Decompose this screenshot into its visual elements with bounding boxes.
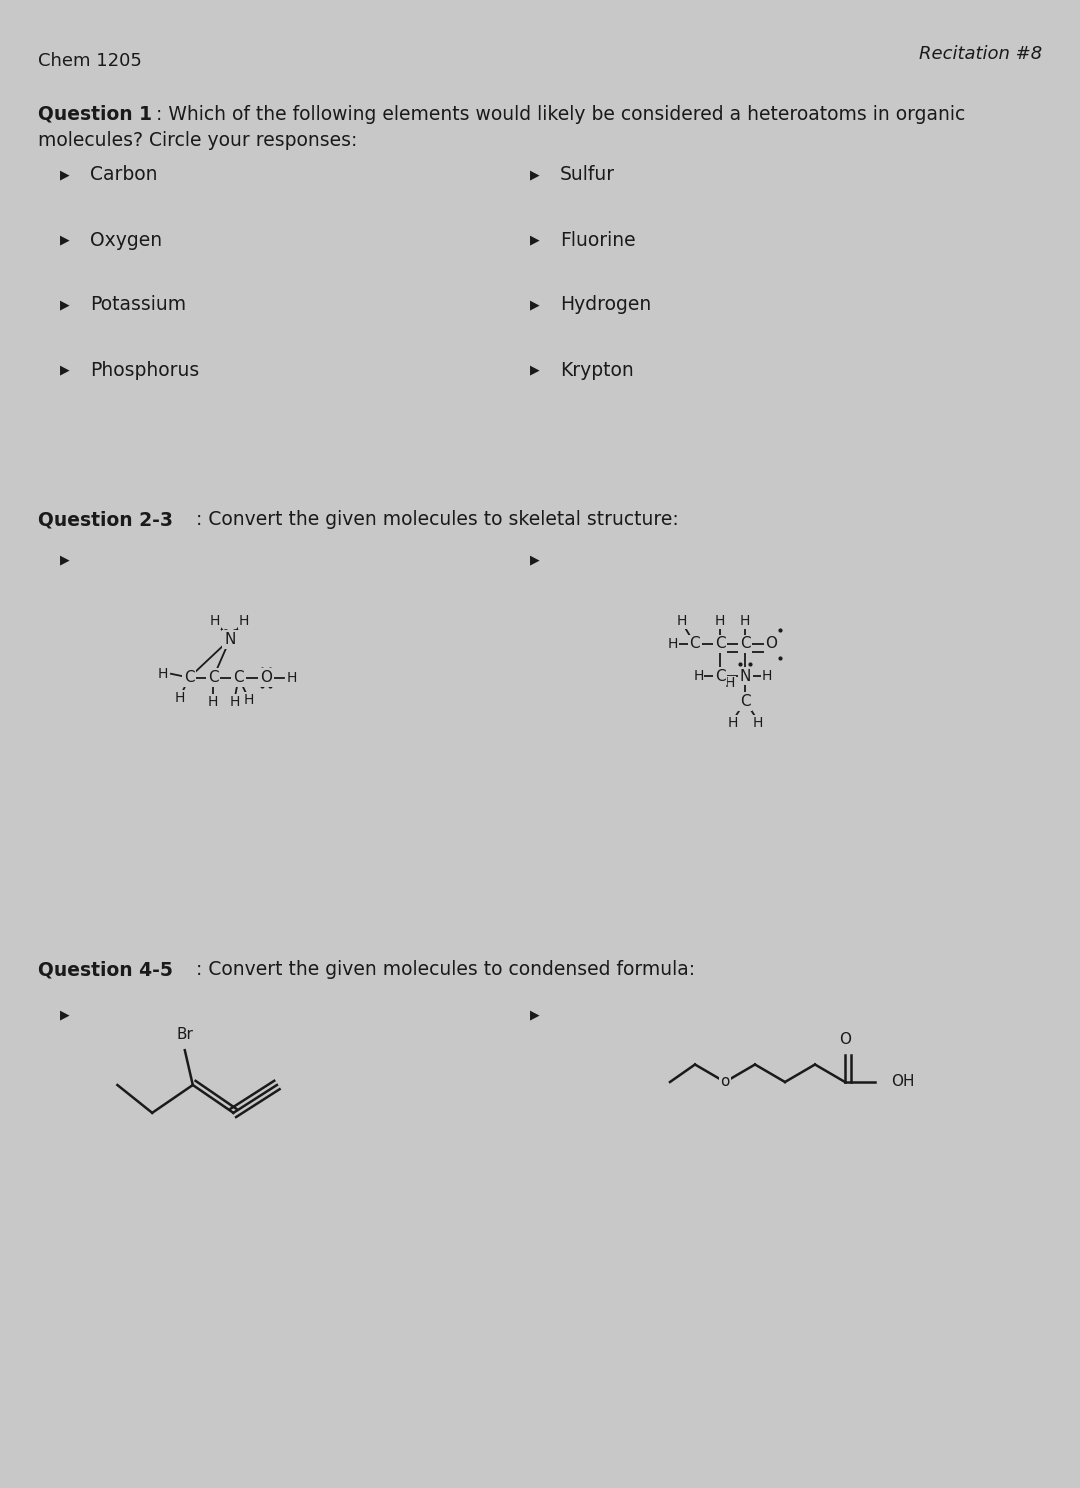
Text: H: H — [753, 716, 764, 729]
Text: C: C — [715, 668, 726, 683]
Text: Sulfur: Sulfur — [561, 165, 616, 185]
Text: ▶: ▶ — [60, 554, 69, 567]
Text: Question 4-5: Question 4-5 — [38, 960, 173, 979]
Text: ▶: ▶ — [60, 168, 69, 182]
Text: H: H — [761, 670, 772, 683]
Text: Hydrogen: Hydrogen — [561, 296, 651, 314]
Text: H: H — [725, 677, 735, 690]
Text: ▶: ▶ — [530, 363, 540, 376]
Text: H: H — [667, 637, 678, 650]
Text: : Convert the given molecules to skeletal structure:: : Convert the given molecules to skeleta… — [195, 510, 678, 530]
Text: N: N — [225, 632, 235, 647]
Text: Br: Br — [176, 1027, 193, 1042]
Text: Carbon: Carbon — [90, 165, 158, 185]
Text: OH: OH — [891, 1074, 915, 1089]
Text: H: H — [174, 690, 185, 705]
Text: C: C — [233, 670, 244, 684]
Text: Krypton: Krypton — [561, 360, 634, 379]
Text: H: H — [677, 615, 688, 628]
Text: Recitation #8: Recitation #8 — [919, 45, 1042, 62]
Text: H: H — [210, 615, 220, 628]
Text: H: H — [287, 671, 297, 684]
Text: : Which of the following elements would likely be considered a heteroatoms in or: : Which of the following elements would … — [156, 106, 966, 124]
Text: H: H — [158, 667, 168, 680]
Text: H: H — [208, 695, 218, 708]
Text: o: o — [720, 1074, 730, 1089]
Text: H: H — [693, 670, 703, 683]
Text: ▶: ▶ — [60, 1009, 69, 1021]
Text: C: C — [740, 693, 751, 708]
Text: molecules? Circle your responses:: molecules? Circle your responses: — [38, 131, 357, 150]
Text: Chem 1205: Chem 1205 — [38, 52, 141, 70]
Text: C: C — [184, 670, 194, 684]
Text: ▶: ▶ — [60, 234, 69, 247]
Text: H: H — [740, 615, 751, 628]
Text: ▶: ▶ — [60, 363, 69, 376]
Text: Potassium: Potassium — [90, 296, 186, 314]
Text: ▶: ▶ — [530, 1009, 540, 1021]
Text: Phosphorus: Phosphorus — [90, 360, 199, 379]
Text: ▶: ▶ — [60, 299, 69, 311]
Text: C: C — [715, 637, 726, 652]
Text: H: H — [239, 615, 248, 628]
Text: H: H — [244, 693, 255, 707]
Text: ▶: ▶ — [530, 234, 540, 247]
Text: Question 1: Question 1 — [38, 106, 152, 124]
Text: Oxygen: Oxygen — [90, 231, 162, 250]
Text: O: O — [839, 1031, 851, 1046]
Text: O: O — [260, 670, 272, 684]
Text: H: H — [727, 716, 738, 729]
Text: C: C — [689, 637, 700, 652]
Text: ▶: ▶ — [530, 168, 540, 182]
Text: ▶: ▶ — [530, 299, 540, 311]
Text: ▶: ▶ — [530, 554, 540, 567]
Text: O: O — [766, 637, 778, 652]
Text: Fluorine: Fluorine — [561, 231, 636, 250]
Text: H: H — [230, 695, 240, 708]
Text: C: C — [207, 670, 218, 684]
Text: : Convert the given molecules to condensed formula:: : Convert the given molecules to condens… — [195, 960, 696, 979]
Text: N: N — [740, 668, 751, 683]
Text: H: H — [715, 615, 725, 628]
Text: Question 2-3: Question 2-3 — [38, 510, 173, 530]
Text: C: C — [740, 637, 751, 652]
